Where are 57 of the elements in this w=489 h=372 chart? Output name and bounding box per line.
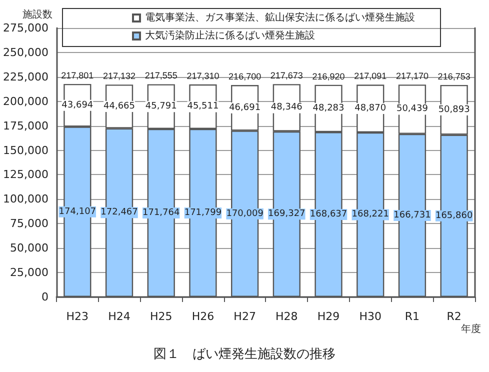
data-label: 44,665 xyxy=(104,101,136,112)
y-tick-label: 175,000 xyxy=(2,119,48,132)
y-tick-label: 225,000 xyxy=(2,70,48,84)
x-tick-label: H30 xyxy=(359,310,382,323)
y-axis-title: 施設数 xyxy=(22,8,52,20)
total-label: 217,673 xyxy=(270,70,303,81)
y-tick-label: 200,000 xyxy=(2,94,48,108)
x-axis-title: 年度 xyxy=(461,322,481,336)
y-tick-label: 100,000 xyxy=(2,192,48,206)
y-tick-label: 150,000 xyxy=(2,144,48,157)
data-label: 45,791 xyxy=(145,102,177,112)
data-label: 169,327 xyxy=(268,209,306,220)
x-tick-label: H23 xyxy=(66,310,89,323)
data-label: 170,009 xyxy=(226,208,264,219)
data-label: 171,799 xyxy=(184,208,222,218)
total-label: 216,700 xyxy=(228,72,262,82)
legend-label: 電気事業法、ガス事業法、鉱山保安法に係るばい煙発生施設 xyxy=(145,12,415,24)
y-tick-label: 125,000 xyxy=(2,168,48,182)
x-tick-label: R2 xyxy=(446,310,462,323)
data-label: 174,107 xyxy=(58,206,96,217)
x-tick-label: H25 xyxy=(150,310,172,323)
data-label: 50,893 xyxy=(438,104,470,115)
data-label: 48,870 xyxy=(354,104,386,114)
data-label: 168,221 xyxy=(352,210,389,220)
legend-label: 大気汚染防止法に係るばい煙発生施設 xyxy=(145,30,315,42)
data-label: 166,731 xyxy=(394,210,431,220)
total-label: 217,091 xyxy=(354,71,387,82)
data-label: 46,691 xyxy=(229,102,261,113)
x-tick-label: H24 xyxy=(108,310,130,323)
x-tick-label: H28 xyxy=(276,310,298,323)
data-label: 168,637 xyxy=(310,210,348,220)
y-tick-label: 0 xyxy=(41,290,48,304)
y-tick-label: 275,000 xyxy=(2,22,48,34)
total-label: 217,132 xyxy=(102,71,136,82)
data-label: 48,346 xyxy=(270,102,303,113)
data-label: 171,764 xyxy=(142,208,180,218)
y-tick-label: 25,000 xyxy=(10,266,48,280)
data-label: 45,511 xyxy=(187,102,219,112)
x-tick-label: H27 xyxy=(234,310,256,323)
total-label: 217,310 xyxy=(186,70,220,81)
data-label: 48,283 xyxy=(312,103,344,114)
data-label: 50,439 xyxy=(396,104,428,114)
total-label: 216,753 xyxy=(438,71,470,82)
data-label: 165,860 xyxy=(435,210,473,221)
x-tick-label: R1 xyxy=(404,310,420,323)
total-label: 217,555 xyxy=(144,70,178,81)
y-tick-label: 250,000 xyxy=(2,46,48,59)
x-tick-label: H29 xyxy=(317,310,340,323)
total-label: 216,920 xyxy=(312,71,345,82)
y-tick-label: 75,000 xyxy=(10,217,48,230)
text: 図１ ばい煙発生施設数の推移 xyxy=(154,347,336,362)
data-label: 172,467 xyxy=(100,208,138,218)
y-tick-label: 50,000 xyxy=(10,242,48,255)
total-label: 217,801 xyxy=(61,70,94,80)
x-tick-label: H26 xyxy=(192,310,214,323)
total-label: 217,170 xyxy=(396,71,428,82)
data-label: 43,694 xyxy=(62,100,94,110)
